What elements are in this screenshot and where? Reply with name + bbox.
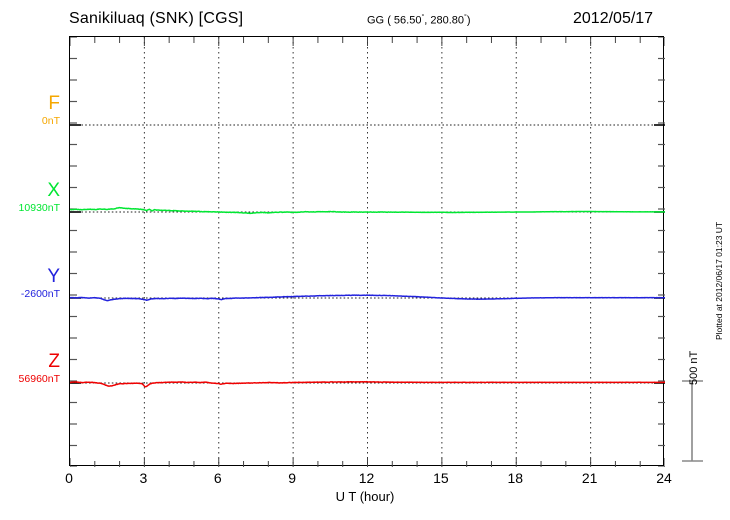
component-label-x: X 10930nT [0,181,60,214]
x-axis-title: U T (hour) [335,489,395,504]
x-tick-label-3: 3 [139,470,148,486]
component-baseline-x: 10930nT [18,202,60,214]
component-baseline-f: 0nT [41,115,60,127]
latitude-degree-icon: ° [421,14,425,21]
component-symbol-y: Y [47,266,60,287]
x-tick-label-12: 12 [358,470,375,486]
scale-bar-icon [682,380,703,462]
coord-comma: , [424,14,431,27]
component-symbol-x: X [47,180,60,201]
x-tick-label-18: 18 [507,470,524,486]
plot-area [69,36,665,467]
x-tick-label-24: 24 [656,470,672,486]
component-baseline-y: -2600nT [20,288,60,300]
longitude-value: 280.80 [430,14,465,27]
latitude-value: 56.50 [393,14,422,27]
component-symbol-f: F [48,93,60,114]
component-label-f: F 0nT [0,94,60,127]
coord-close-paren: ) [466,14,471,27]
component-baseline-z: 56960nT [18,373,60,385]
x-tick-label-9: 9 [288,470,297,486]
observation-date: 2012/05/17 [573,10,654,27]
x-tick-label-0: 0 [65,470,73,486]
coord-open-paren: ( [387,14,394,27]
x-tick-label-21: 21 [581,470,598,486]
component-label-y: Y -2600nT [0,267,60,300]
longitude-degree-icon: ° [464,14,467,21]
x-tick-label-6: 6 [213,470,222,486]
station-title: Sanikiluaq (SNK) [CGS] [69,10,244,27]
coord-system-label: GG [367,14,385,27]
geographic-coordinates: GG ( 56.50°, 280.80°) [367,14,471,27]
plotted-at-timestamp: Plotted at 2012/06/17 01:23 UT [714,221,724,340]
scale-bar-label: 500 nT [688,350,700,385]
x-tick-label-15: 15 [433,470,449,486]
component-symbol-z: Z [48,351,60,372]
trace-canvas [70,37,665,467]
component-label-z: Z 56960nT [0,352,60,385]
